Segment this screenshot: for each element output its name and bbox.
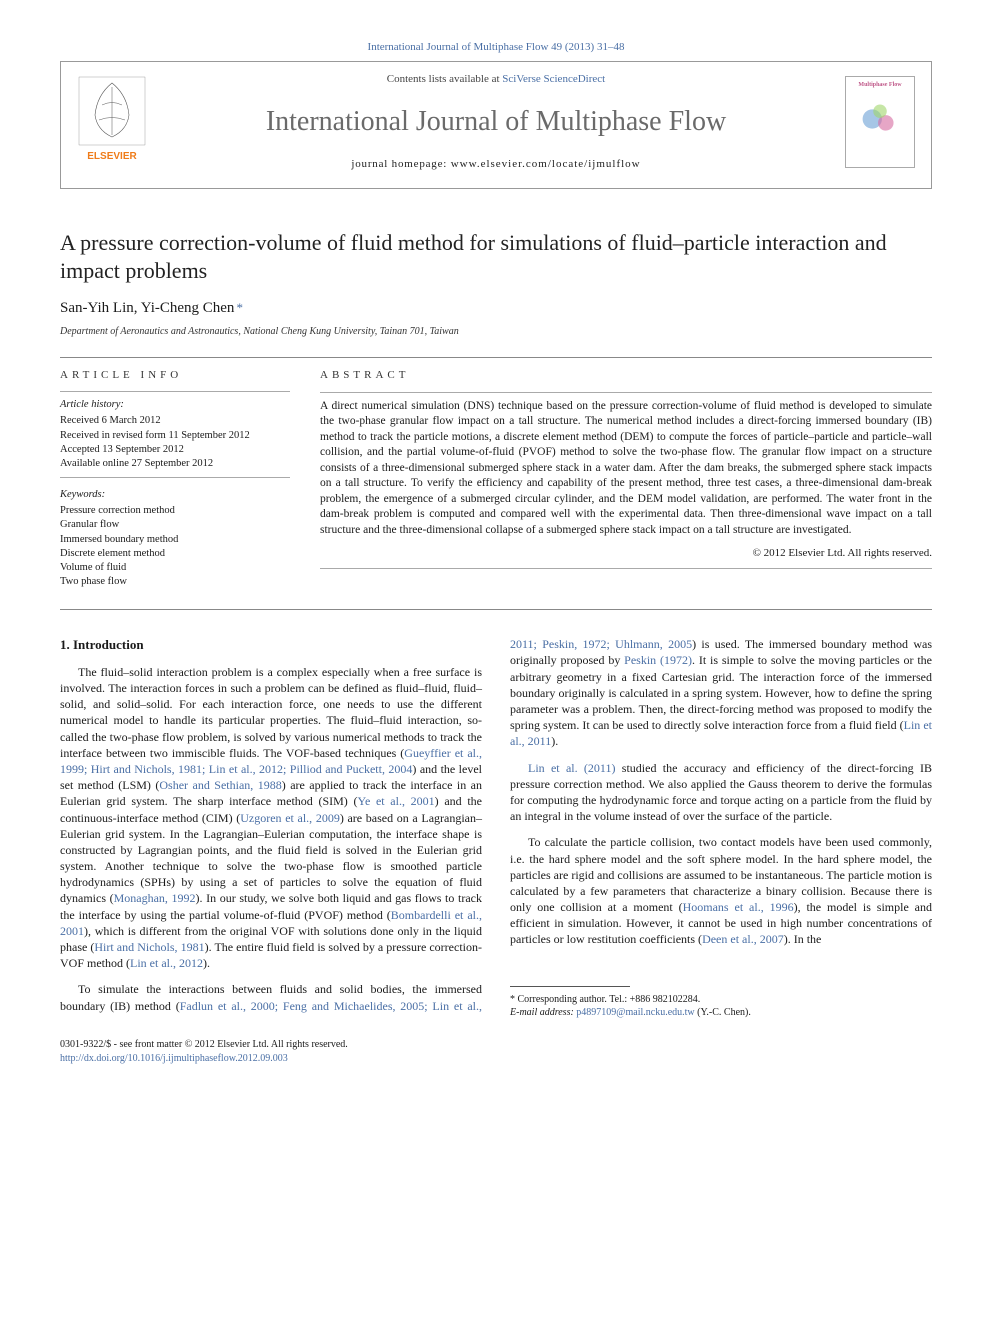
citation-link[interactable]: Ye et al., 2001	[357, 794, 434, 808]
journal-header: ELSEVIER Contents lists available at Sci…	[60, 61, 932, 189]
body-paragraph: To calculate the particle collision, two…	[510, 834, 932, 947]
journal-cover-thumb: Multiphase Flow	[845, 76, 915, 168]
info-heading: article info	[60, 368, 290, 383]
article-info-col: article info Article history: Received 6…	[60, 368, 290, 589]
citation-link[interactable]: Osher and Sethian, 1988	[159, 778, 281, 792]
citation-link[interactable]: Lin et al. (2011)	[528, 761, 615, 775]
keyword: Two phase flow	[60, 575, 290, 589]
corresponding-marker[interactable]: *	[236, 300, 243, 315]
journal-homepage: journal homepage: www.elsevier.com/locat…	[163, 157, 829, 172]
article-body: 1. Introduction The fluid–solid interact…	[60, 636, 932, 1019]
abstract-heading: abstract	[320, 368, 932, 383]
rule	[60, 609, 932, 610]
issn-line: 0301-9322/$ - see front matter © 2012 El…	[60, 1038, 932, 1052]
corresponding-author-note: * Corresponding author. Tel.: +886 98210…	[510, 993, 932, 1007]
abstract-col: abstract A direct numerical simulation (…	[320, 368, 932, 589]
section-heading: 1. Introduction	[60, 636, 482, 654]
citation-link[interactable]: Hirt and Nichols, 1981	[94, 940, 204, 954]
accepted-date: Accepted 13 September 2012	[60, 443, 290, 457]
header-center: Contents lists available at SciVerse Sci…	[163, 72, 829, 172]
keyword: Pressure correction method	[60, 504, 290, 518]
citation-link[interactable]: Monaghan, 1992	[114, 891, 196, 905]
issn-footer: 0301-9322/$ - see front matter © 2012 El…	[60, 1038, 932, 1066]
info-abstract-row: article info Article history: Received 6…	[60, 368, 932, 589]
citation-link[interactable]: Lin et al., 2012	[130, 956, 203, 970]
keyword: Granular flow	[60, 518, 290, 532]
citation-link[interactable]: Hoomans et al., 1996	[683, 900, 794, 914]
online-date: Available online 27 September 2012	[60, 457, 290, 471]
rule	[60, 357, 932, 358]
cover-caption: Multiphase Flow	[858, 81, 901, 89]
citation-link[interactable]: Uzgoren et al., 2009	[240, 811, 340, 825]
received-date: Received 6 March 2012	[60, 414, 290, 428]
journal-citation[interactable]: International Journal of Multiphase Flow…	[60, 40, 932, 55]
abstract-copyright: © 2012 Elsevier Ltd. All rights reserved…	[320, 546, 932, 561]
sciencedirect-link[interactable]: SciVerse ScienceDirect	[502, 73, 605, 85]
abstract-text: A direct numerical simulation (DNS) tech…	[320, 399, 932, 539]
doi-link[interactable]: http://dx.doi.org/10.1016/j.ijmultiphase…	[60, 1053, 288, 1064]
footnote-block: * Corresponding author. Tel.: +886 98210…	[510, 982, 932, 1020]
keyword: Immersed boundary method	[60, 533, 290, 547]
body-paragraph: The fluid–solid interaction problem is a…	[60, 664, 482, 972]
keyword: Discrete element method	[60, 547, 290, 561]
article-title: A pressure correction-volume of fluid me…	[60, 229, 932, 284]
elsevier-logo: ELSEVIER	[77, 75, 147, 170]
authors: San-Yih Lin, Yi-Cheng Chen*	[60, 298, 932, 319]
keyword: Volume of fluid	[60, 561, 290, 575]
email-line: E-mail address: p4897109@mail.ncku.edu.t…	[510, 1006, 932, 1020]
citation-link[interactable]: Peskin (1972)	[624, 653, 692, 667]
journal-url[interactable]: www.elsevier.com/locate/ijmulflow	[451, 158, 641, 170]
affiliation: Department of Aeronautics and Astronauti…	[60, 325, 932, 339]
contents-line: Contents lists available at SciVerse Sci…	[163, 72, 829, 87]
history-heading: Article history:	[60, 398, 290, 412]
email-link[interactable]: p4897109@mail.ncku.edu.tw	[576, 1007, 694, 1018]
revised-date: Received in revised form 11 September 20…	[60, 429, 290, 443]
journal-name: International Journal of Multiphase Flow	[163, 102, 829, 141]
svg-text:ELSEVIER: ELSEVIER	[87, 151, 137, 162]
citation-link[interactable]: Deen et al., 2007	[702, 932, 784, 946]
body-paragraph: Lin et al. (2011) studied the accuracy a…	[510, 760, 932, 825]
keywords-heading: Keywords:	[60, 488, 290, 502]
